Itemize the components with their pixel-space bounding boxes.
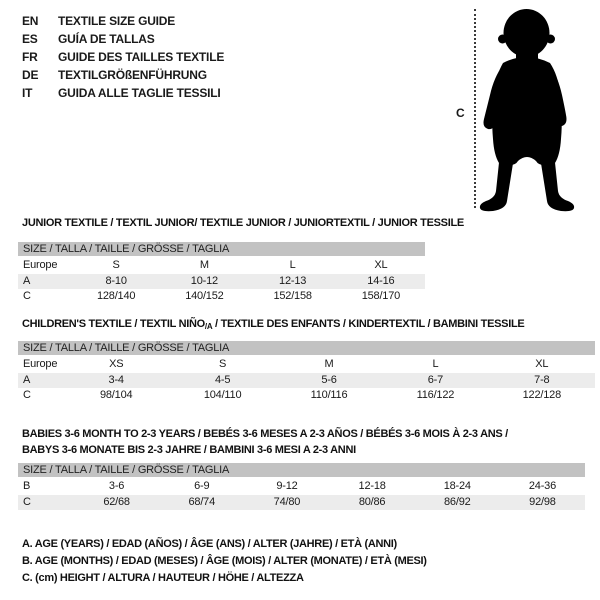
table-cell: 152/158: [273, 290, 312, 302]
table-cell: XL: [374, 259, 388, 271]
table-cell: 6-7: [427, 373, 444, 386]
table-cell: 140/152: [185, 290, 224, 302]
height-marker-label: C: [456, 106, 465, 120]
guide-title: GUIDE DES TAILLES TEXTILE: [58, 50, 225, 64]
table-cell: 9-12: [276, 480, 298, 492]
table-cell: 110/116: [310, 389, 348, 401]
height-figure: C: [450, 0, 600, 220]
table-row: B 3-6 6-9 9-12 12-18 18-24 24-36: [18, 479, 585, 495]
table-row: C 128/140 140/152 152/158 158/170: [18, 289, 425, 305]
footnote-a: A. AGE (YEARS) / EDAD (AÑOS) / ÂGE (ANS)…: [22, 538, 397, 550]
language-row: EN TEXTILE SIZE GUIDE: [22, 12, 224, 30]
table-rows: Europe XS S M L XL A 3-4 4-5 5-6 6-7 7-8 C 98/104 104/…: [18, 357, 595, 404]
table-cell: 74/80: [273, 495, 301, 508]
guide-title: TEXTILE SIZE GUIDE: [58, 14, 176, 28]
table-row: A 8-10 10-12 12-13 14-16: [18, 273, 425, 289]
heading-subscript: /A: [204, 322, 213, 331]
table-cell: XL: [535, 358, 549, 370]
heading-text: CHILDREN'S TEXTILE / TEXTIL NIÑO: [22, 318, 205, 330]
table-row: A 3-4 4-5 5-6 6-7 7-8: [18, 372, 595, 388]
language-code: FR: [22, 50, 38, 64]
table-cell: 12-13: [279, 274, 307, 287]
row-label: C: [23, 389, 31, 401]
size-bar: SIZE / TALLA / TAILLE / GRÖSSE / TAGLIA: [18, 242, 425, 256]
table-cell: 7-8: [534, 373, 550, 386]
table-cell: 86/92: [444, 495, 471, 508]
table-cell: M: [324, 358, 334, 370]
table-cell: 10-12: [190, 274, 218, 287]
footnote-legend: A. AGE (YEARS) / EDAD (AÑOS) / ÂGE (ANS)…: [22, 536, 427, 587]
row-label: B: [23, 480, 31, 492]
heading-text: / TEXTILE DES ENFANTS / KINDERTEXTIL / B…: [212, 318, 525, 330]
table-cell: M: [199, 259, 209, 271]
row-label: Europe: [23, 358, 58, 370]
table-row: C 62/68 68/74 74/80 80/86 86/92 92/98: [18, 494, 585, 510]
table-cell: 14-16: [367, 274, 395, 287]
table-cell: 62/68: [103, 495, 130, 508]
language-title-list: EN TEXTILE SIZE GUIDE ES GUÍA DE TALLAS …: [22, 12, 224, 102]
table-cell: L: [289, 259, 296, 271]
junior-section-heading: JUNIOR TEXTILE / TEXTIL JUNIOR/ TEXTILE …: [22, 217, 464, 229]
table-row: Europe XS S M L XL: [18, 357, 595, 373]
table-rows: B 3-6 6-9 9-12 12-18 18-24 24-36 C 62/68 68/74 74/…: [18, 479, 585, 510]
table-row: Europe S M L XL: [18, 258, 425, 274]
table-cell: 18-24: [443, 480, 471, 492]
babies-size-table: SIZE / TALLA / TAILLE / GRÖSSE / TAGLIA …: [18, 463, 585, 510]
row-label: A: [23, 373, 31, 386]
language-row: ES GUÍA DE TALLAS: [22, 30, 224, 48]
heading-line-1: BABIES 3-6 MONTH TO 2-3 YEARS / BEBÉS 3-…: [22, 428, 508, 440]
table-rows: Europe S M L XL A 8-10 10-12 12-13 14-16 C 128/140 1…: [18, 258, 425, 305]
junior-size-table: SIZE / TALLA / TAILLE / GRÖSSE / TAGLIA …: [18, 242, 425, 305]
table-cell: 116/122: [416, 389, 455, 401]
row-label: A: [23, 274, 31, 287]
table-cell: 8-10: [105, 274, 127, 287]
row-label: C: [23, 290, 31, 302]
children-size-table: SIZE / TALLA / TAILLE / GRÖSSE / TAGLIA …: [18, 341, 595, 404]
language-code: EN: [22, 14, 39, 28]
table-cell: 6-9: [194, 480, 210, 492]
toddler-silhouette-icon: [479, 9, 575, 212]
table-cell: S: [219, 358, 227, 370]
table-row: C 98/104 104/110 110/116 116/122 122/128: [18, 388, 595, 404]
height-dotted-line: [474, 9, 476, 208]
row-label: C: [23, 495, 31, 508]
language-row: DE TEXTILGRÖßENFÜHRUNG: [22, 66, 224, 84]
guide-title: TEXTILGRÖßENFÜHRUNG: [58, 68, 207, 82]
footnote-c: C. (cm) HEIGHT / ALTURA / HAUTEUR / HÖHE…: [22, 572, 304, 584]
table-cell: 4-5: [214, 373, 231, 386]
table-cell: 12-18: [358, 480, 386, 492]
language-code: DE: [22, 68, 39, 82]
table-cell: 128/140: [96, 290, 136, 302]
table-cell: 5-6: [321, 373, 337, 386]
children-section-heading: CHILDREN'S TEXTILE / TEXTIL NIÑO/A / TEX…: [22, 318, 525, 331]
table-cell: 104/110: [203, 389, 242, 401]
size-bar: SIZE / TALLA / TAILLE / GRÖSSE / TAGLIA: [18, 341, 595, 355]
language-row: FR GUIDE DES TAILLES TEXTILE: [22, 48, 224, 66]
table-cell: 24-36: [528, 480, 557, 492]
row-label: Europe: [23, 259, 58, 271]
guide-title: GUÍA DE TALLAS: [58, 32, 155, 46]
size-bar: SIZE / TALLA / TAILLE / GRÖSSE / TAGLIA: [18, 463, 585, 477]
table-cell: 158/170: [361, 290, 401, 302]
table-cell: 3-6: [108, 480, 125, 492]
footnote-b: B. AGE (MONTHS) / EDAD (MESES) / ÂGE (MO…: [22, 555, 427, 567]
guide-title: GUIDA ALLE TAGLIE TESSILI: [58, 86, 221, 100]
language-row: IT GUIDA ALLE TAGLIE TESSILI: [22, 84, 224, 102]
table-cell: 98/104: [99, 389, 133, 401]
table-cell: S: [112, 259, 120, 271]
table-cell: XS: [109, 358, 124, 370]
table-cell: 68/74: [188, 495, 216, 508]
babies-section-heading: BABIES 3-6 MONTH TO 2-3 YEARS / BEBÉS 3-…: [22, 426, 508, 458]
table-cell: 80/86: [358, 495, 386, 508]
language-code: IT: [22, 86, 33, 100]
table-cell: L: [432, 358, 439, 370]
language-code: ES: [22, 32, 38, 46]
table-cell: 92/98: [529, 495, 556, 508]
table-cell: 122/128: [522, 389, 562, 401]
table-cell: 3-4: [108, 373, 125, 386]
heading-line-2: BABYS 3-6 MONATE BIS 2-3 JAHRE / BAMBINI…: [22, 444, 356, 456]
